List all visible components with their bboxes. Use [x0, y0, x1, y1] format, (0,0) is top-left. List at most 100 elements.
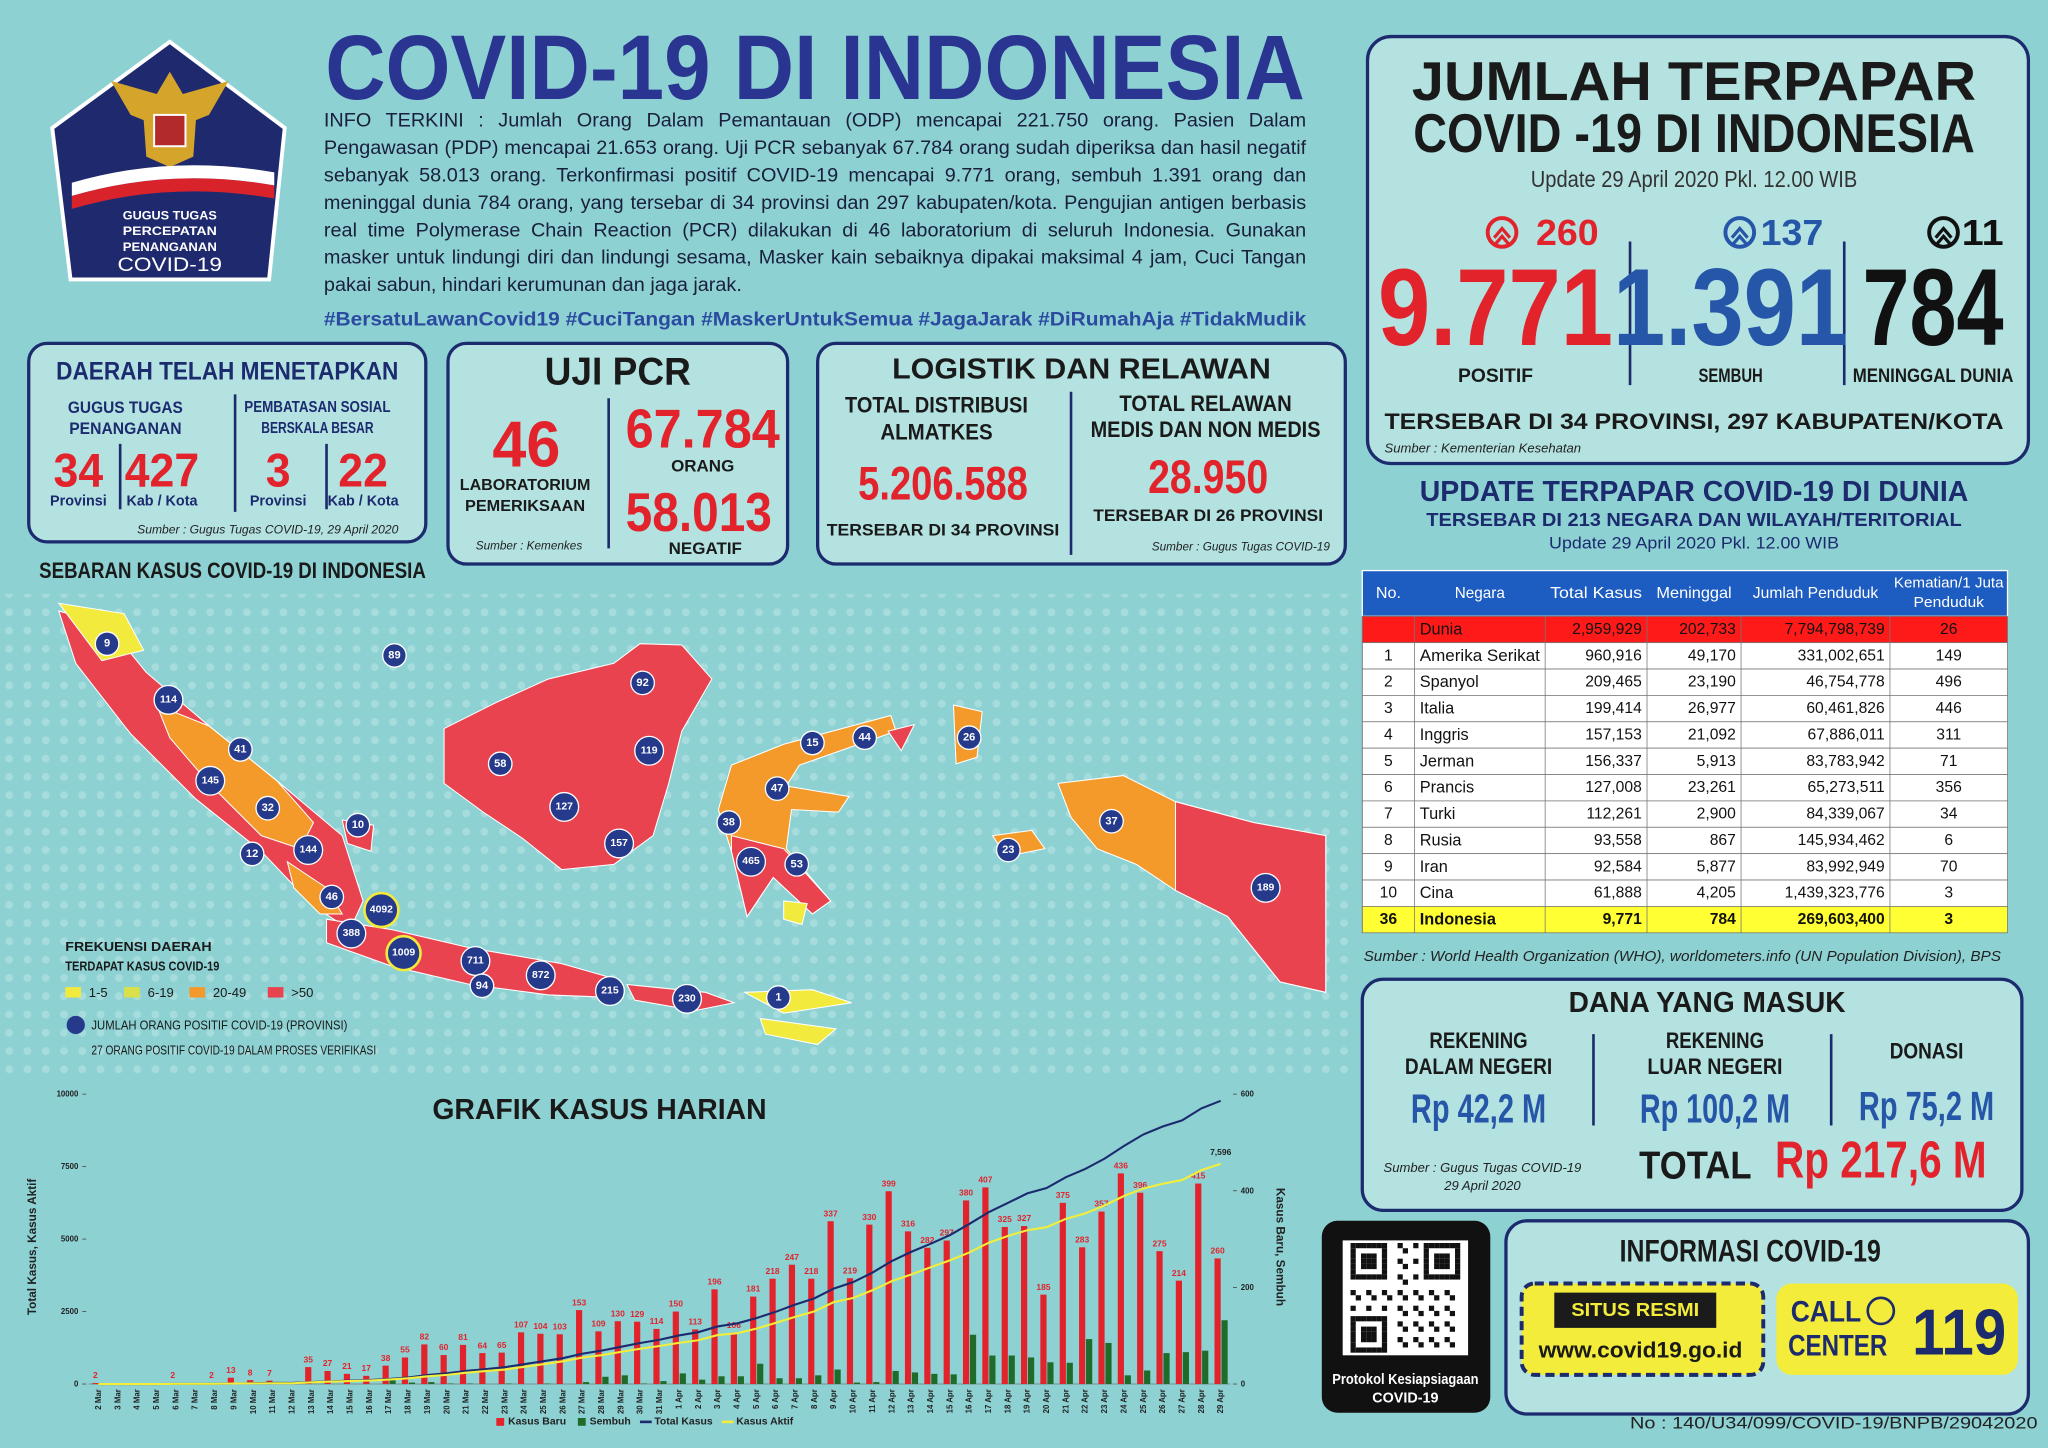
qr-cell [1402, 1295, 1408, 1301]
up-icon [1934, 225, 1953, 247]
qr-cell [1371, 1263, 1377, 1270]
bar-value-label: 65 [497, 1340, 507, 1350]
y-tick-label: 0 [74, 1380, 79, 1389]
bar-value-label: 150 [669, 1299, 683, 1309]
x-tick-label: 12 Apr [887, 1389, 896, 1413]
x-tick-label: 17 Apr [984, 1389, 993, 1413]
table-cell: 84,339,067 [1806, 806, 1884, 823]
qr-cell [1381, 1248, 1388, 1254]
qr-code [1350, 1243, 1461, 1353]
qr-cell [1371, 1243, 1377, 1249]
province-count: 872 [532, 970, 550, 981]
situs-label-box [1554, 1292, 1717, 1328]
bar [1124, 1375, 1131, 1385]
logo-lines: GUGUS TUGAS [123, 208, 217, 222]
bar-value-label: 106 [727, 1320, 741, 1330]
bar [1066, 1362, 1073, 1385]
qr-cell [1381, 1290, 1388, 1296]
qr-cell [1360, 1274, 1367, 1280]
table-cell: 67,886,011 [1808, 726, 1885, 743]
x-tick-label: 18 Apr [1003, 1389, 1012, 1413]
bar-value-label: 129 [630, 1309, 644, 1319]
labs-label: PEMERIKSAAN [465, 498, 585, 515]
bar [595, 1331, 602, 1385]
table-cell: 71 [1940, 753, 1957, 770]
table-cell: 145,934,462 [1798, 832, 1885, 849]
province-dot [469, 973, 495, 999]
qr-cell [1366, 1326, 1372, 1332]
qr-cell [1434, 1253, 1440, 1259]
bar-value-label: 396 [1133, 1180, 1147, 1190]
terpapar-update: Update 29 April 2020 Pkl. 12.00 WIB [1531, 166, 1858, 192]
bar-value-label: 8 [248, 1367, 253, 1377]
bar [672, 1311, 679, 1385]
qr-cell [1371, 1331, 1377, 1338]
qr-cell [1449, 1295, 1456, 1301]
bar [1098, 1211, 1105, 1385]
qr-cell [1455, 1269, 1461, 1275]
bar-value-label: 247 [785, 1252, 799, 1262]
x-tick-label: 6 Mar [171, 1389, 180, 1409]
table-cell: Prancis [1420, 779, 1474, 797]
province-dot [799, 730, 825, 756]
bar [401, 1357, 409, 1385]
province-count: 94 [476, 980, 489, 992]
province-dot [716, 810, 742, 835]
bar [931, 1373, 938, 1385]
bar [950, 1374, 957, 1385]
qr-cell [1350, 1269, 1356, 1275]
legend-label: Total Kasus [654, 1416, 713, 1427]
province-dot [487, 751, 513, 777]
legend-swatch [496, 1417, 505, 1426]
y-tick-label: 5000 [61, 1235, 79, 1244]
x-tick-label: 7 Apr [791, 1389, 800, 1409]
table-row [1361, 668, 2008, 696]
table-cell: Dunia [1420, 620, 1464, 638]
stats-value: 1.391 [1613, 247, 1848, 369]
qr-cell [1434, 1342, 1440, 1348]
logo-stripe [71, 165, 275, 196]
qr-cell [1428, 1305, 1435, 1311]
qr-cell [1371, 1253, 1377, 1259]
bar [699, 1379, 706, 1385]
negatif-value: 58.013 [626, 481, 772, 543]
table-cell: 3 [1944, 885, 1953, 902]
province-dot [736, 846, 767, 877]
up-icon [1723, 216, 1757, 249]
table-cell: Italia [1420, 700, 1455, 718]
x-tick-label: 10 Apr [849, 1389, 858, 1413]
informasi-situs-label: SITUS RESMI [1571, 1299, 1699, 1320]
items-value: 427 [125, 444, 199, 497]
x-tick-label: 25 Mar [539, 1389, 548, 1414]
legend-swatch [577, 1417, 586, 1426]
table-cell: 5,913 [1697, 753, 1736, 770]
daerah-source: Sumber : Gugus Tugas COVID-19, 29 April … [137, 524, 399, 537]
dunia-title: UPDATE TERPAPAR COVID-19 DI DUNIA [1420, 476, 1969, 508]
dunia-source: Sumber : World Health Organization (WHO)… [1364, 949, 2002, 965]
x-tick-label: 28 Mar [597, 1389, 606, 1414]
logistik-title: LOGISTIK DAN RELAWAN [892, 354, 1271, 386]
bar [692, 1329, 699, 1385]
table-row [1361, 853, 2008, 881]
legend-label: Kasus Aktif [736, 1416, 794, 1427]
bar [679, 1373, 686, 1385]
qr-cell [1413, 1305, 1419, 1311]
qr-cell [1418, 1342, 1424, 1348]
bar [943, 1240, 950, 1385]
qr-cell [1366, 1337, 1372, 1343]
province-dot [153, 684, 184, 715]
x-tick-label: 11 Apr [868, 1389, 877, 1413]
relawan-label: MEDIS DAN NON MEDIS [1091, 417, 1321, 442]
qr-cell [1434, 1326, 1440, 1332]
bar-value-label: 357 [1094, 1199, 1108, 1209]
qr-cell [1423, 1269, 1429, 1275]
x-tick-label: 8 Apr [810, 1389, 819, 1409]
qr-cell [1355, 1316, 1361, 1322]
bar [1144, 1370, 1151, 1385]
items-label: REKENING [1666, 1028, 1764, 1053]
y-axis-label: Total Kasus, Kasus Aktif [26, 1179, 39, 1316]
x-tick-label: 4 Mar [133, 1389, 142, 1409]
x-tick-label: 4 Apr [732, 1389, 741, 1409]
province-dot [995, 837, 1021, 863]
province-dot [227, 737, 253, 762]
